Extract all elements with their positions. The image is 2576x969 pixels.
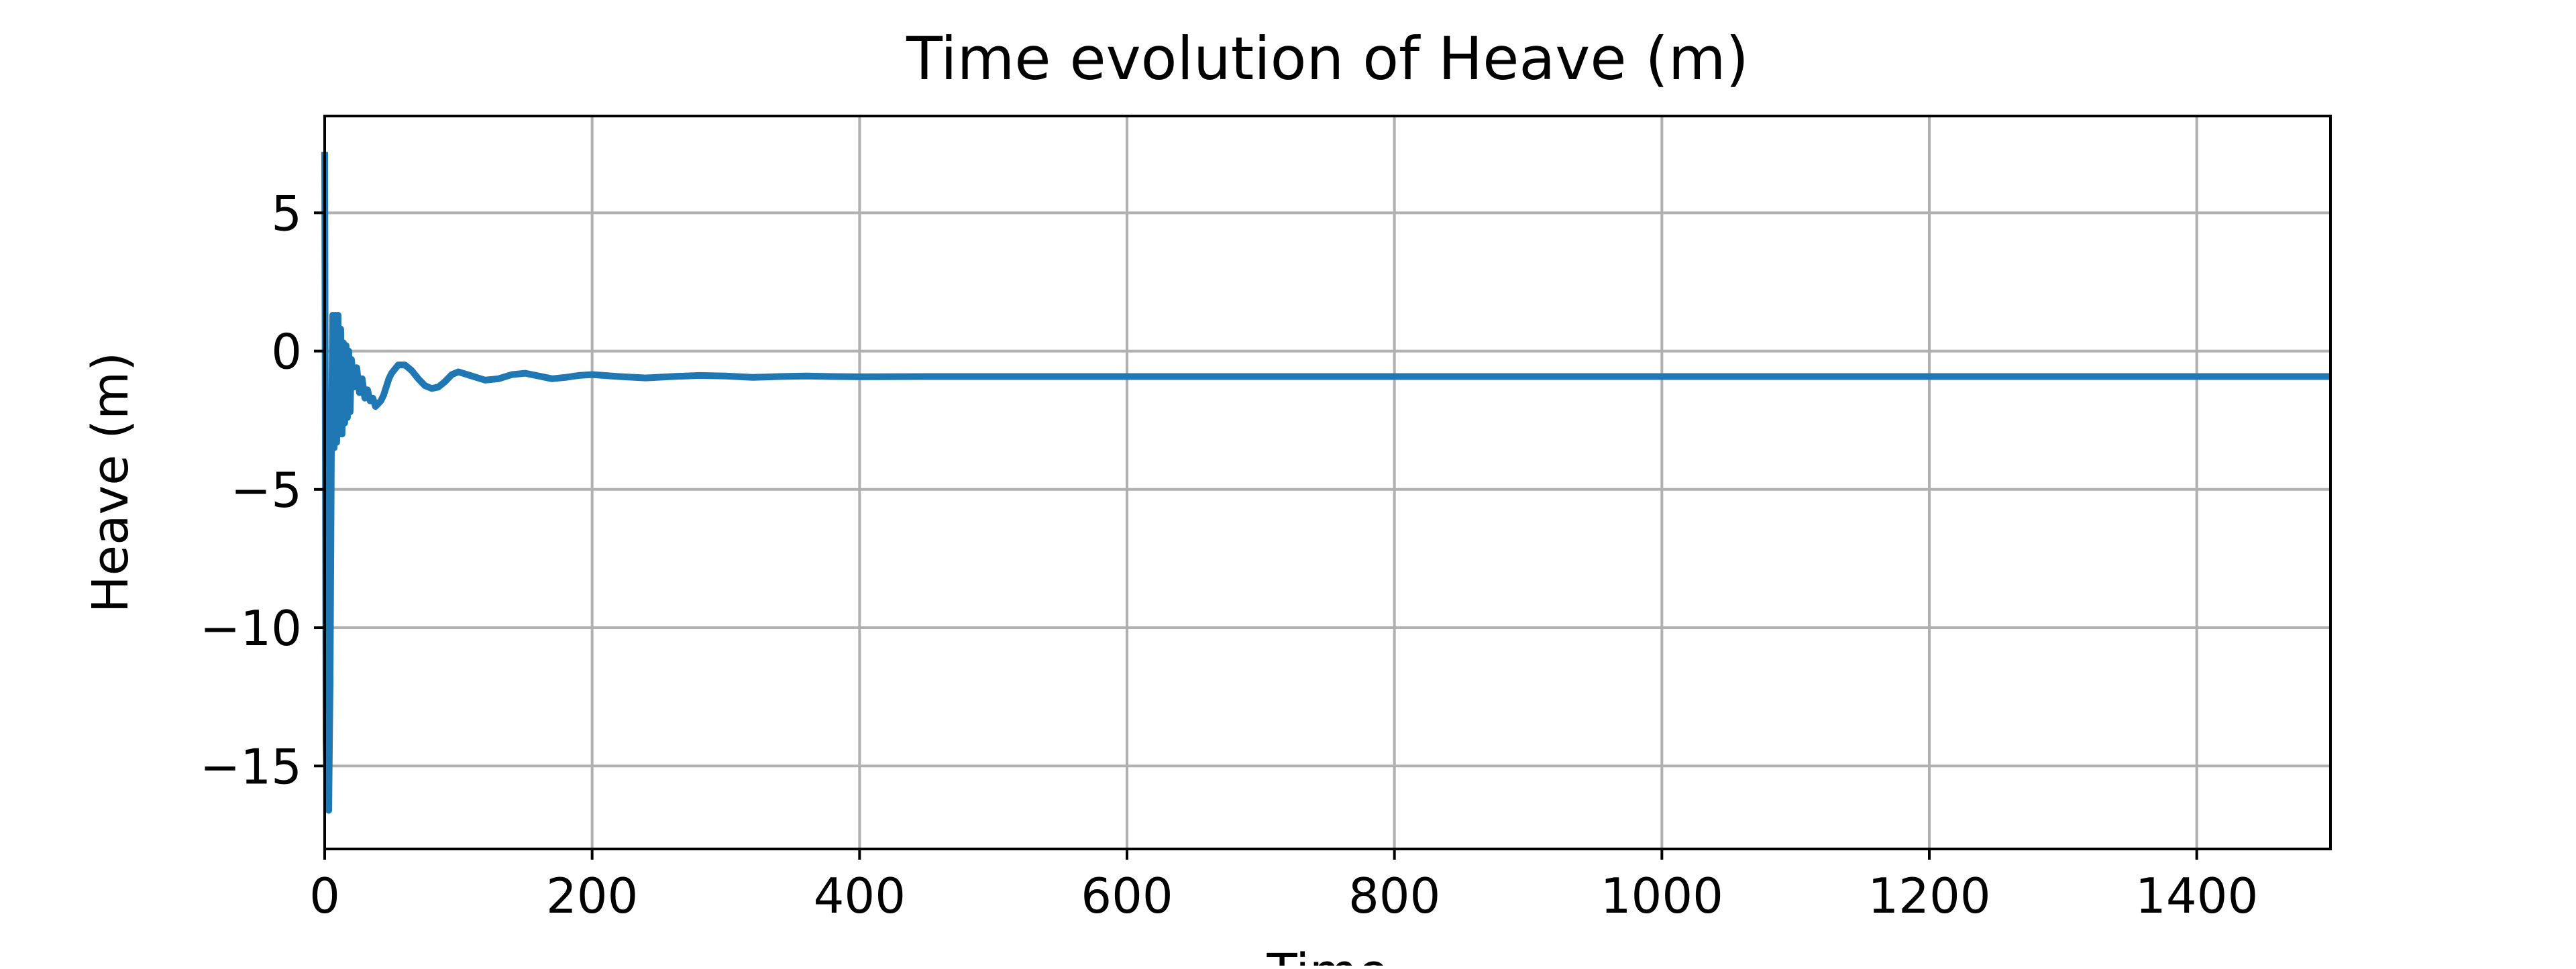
y-tick-label: −15 <box>200 738 302 795</box>
x-tick-label: 800 <box>1348 868 1440 924</box>
x-tick-label: 1400 <box>2135 868 2258 924</box>
y-axis-ticks: 5 0 −5 −10 −15 <box>200 185 325 795</box>
x-tick-label: 200 <box>546 868 638 924</box>
x-tick-label: 400 <box>814 868 906 924</box>
x-tick-label: 0 <box>309 868 340 924</box>
y-axis-label: Heave (m) <box>82 352 140 613</box>
x-axis-label: Time <box>1266 944 1388 966</box>
y-tick-label: −10 <box>200 600 302 657</box>
series-layer <box>321 152 2330 814</box>
grid-layer <box>323 116 2330 849</box>
y-tick-label: 0 <box>271 324 302 380</box>
y-tick-label: −5 <box>231 462 302 518</box>
heave-series-line <box>321 152 2330 814</box>
x-axis-ticks: 0 200 400 600 800 1000 1200 1400 <box>309 849 2258 924</box>
y-tick-label: 5 <box>271 185 302 241</box>
x-tick-label: 600 <box>1081 868 1173 924</box>
x-tick-label: 1000 <box>1601 868 1723 924</box>
chart-title: Time evolution of Heave (m) <box>906 24 1749 93</box>
plot-frame <box>323 115 2332 850</box>
x-tick-label: 1200 <box>1868 868 1990 924</box>
